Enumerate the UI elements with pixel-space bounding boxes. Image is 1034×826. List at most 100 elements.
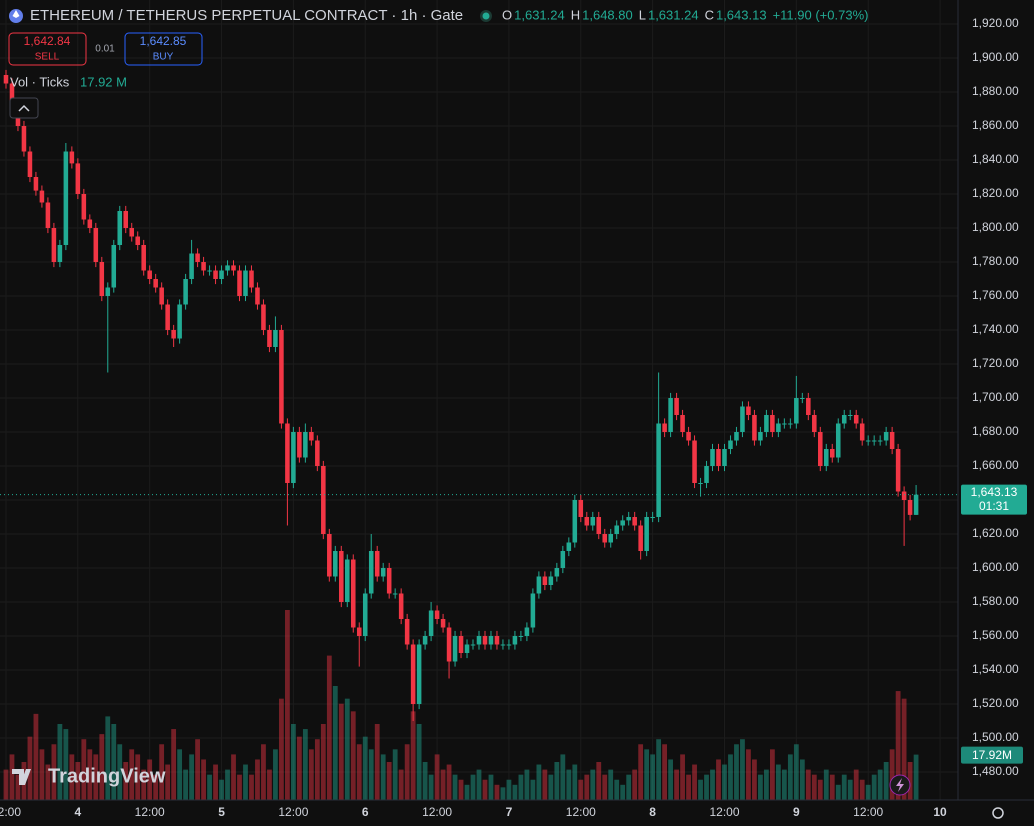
candle-body bbox=[686, 432, 691, 441]
volume-bar bbox=[752, 759, 757, 800]
volume-bar bbox=[3, 769, 9, 800]
y-tick-label: 1,600.00 bbox=[972, 560, 1019, 574]
candle-body bbox=[560, 551, 566, 569]
x-tick-label: 4 bbox=[74, 805, 81, 819]
volume-bar bbox=[39, 749, 45, 800]
candle-body bbox=[321, 466, 326, 535]
volume-bar bbox=[488, 774, 494, 800]
y-tick-label: 1,620.00 bbox=[972, 526, 1019, 540]
volume-bar bbox=[877, 769, 883, 800]
volume-bar bbox=[165, 764, 171, 800]
candle-body bbox=[656, 423, 661, 518]
candle-body bbox=[434, 610, 440, 620]
volume-bar bbox=[51, 744, 57, 800]
watermark-logo bbox=[12, 769, 31, 785]
price-pane bbox=[0, 69, 958, 722]
candle-body bbox=[764, 415, 769, 433]
candle-body bbox=[608, 534, 614, 543]
candle-body bbox=[734, 432, 739, 441]
ohlc-key: H bbox=[571, 7, 580, 22]
y-tick-label: 1,540.00 bbox=[972, 662, 1019, 676]
candle-body bbox=[758, 432, 763, 441]
volume-bar bbox=[374, 724, 380, 800]
collapse-button[interactable] bbox=[9, 97, 39, 119]
candle-body bbox=[674, 398, 679, 416]
candle-body bbox=[728, 440, 733, 450]
volume-bar bbox=[793, 744, 799, 800]
candle-body bbox=[500, 644, 506, 646]
volume-bar bbox=[446, 764, 452, 800]
volume-bar bbox=[285, 610, 290, 800]
volume-bar bbox=[566, 769, 572, 800]
buy-button[interactable] bbox=[124, 32, 203, 66]
grid bbox=[0, 0, 958, 800]
volume-bar bbox=[692, 764, 697, 800]
candle-body bbox=[829, 449, 835, 458]
volume-bar bbox=[314, 739, 320, 800]
candle-body bbox=[81, 194, 87, 220]
candle-body bbox=[704, 466, 709, 484]
volume-bar bbox=[326, 655, 332, 800]
candle-body bbox=[668, 398, 673, 433]
ohlc-legend: O 1,631.24 H 1,648.80 L 1,631.24 C 1,643.13 +11.… bbox=[502, 7, 868, 22]
candle-body bbox=[410, 644, 416, 705]
candle-body bbox=[309, 432, 314, 441]
volume-bar bbox=[632, 769, 638, 800]
volume-bar bbox=[907, 762, 913, 800]
volume-bar bbox=[674, 769, 679, 800]
candle-body bbox=[770, 415, 775, 433]
volume-bar bbox=[111, 724, 117, 800]
volume-bar bbox=[440, 769, 446, 800]
candle-body bbox=[374, 551, 380, 577]
collapse-icon bbox=[18, 104, 30, 112]
volume-bar bbox=[799, 759, 805, 800]
candle-body bbox=[452, 636, 458, 662]
symbol-title[interactable]: ETHEREUM / TETHERUS PERPETUAL CONTRACT ·… bbox=[30, 7, 463, 24]
sell-button[interactable] bbox=[8, 32, 87, 66]
volume-bar bbox=[135, 754, 141, 800]
candle-body bbox=[494, 636, 500, 645]
candle-body bbox=[865, 440, 871, 442]
y-tick-label: 1,520.00 bbox=[972, 696, 1019, 710]
volume-bar bbox=[75, 762, 81, 800]
candle-body bbox=[297, 432, 302, 458]
volume-bar bbox=[590, 769, 596, 800]
candle-body bbox=[159, 287, 164, 305]
candle-body bbox=[392, 593, 398, 595]
candle-body bbox=[27, 151, 33, 178]
volume-bar bbox=[470, 774, 476, 800]
volume-bar bbox=[758, 774, 763, 800]
volume-bar bbox=[895, 691, 901, 800]
ohlc-key: O bbox=[502, 7, 512, 22]
volume-bar bbox=[859, 779, 865, 800]
volume-bar bbox=[237, 774, 242, 800]
volume-bar bbox=[273, 749, 278, 800]
y-tick-label: 1,780.00 bbox=[972, 254, 1019, 268]
volume-bar bbox=[548, 774, 554, 800]
volume-bar bbox=[572, 764, 578, 800]
x-tick-label: 12:00 bbox=[0, 805, 21, 819]
candle-body bbox=[39, 190, 45, 203]
candle-body bbox=[51, 228, 57, 263]
candle-body bbox=[171, 330, 176, 339]
settings-icon[interactable] bbox=[992, 807, 1004, 819]
candle-body bbox=[285, 423, 290, 484]
candle-body bbox=[584, 517, 590, 526]
volume-bar bbox=[847, 779, 853, 800]
volume-bar bbox=[368, 749, 374, 800]
candle-body bbox=[782, 423, 787, 425]
candle-body bbox=[554, 568, 560, 577]
volume-bar bbox=[332, 686, 338, 800]
volume-bar bbox=[81, 739, 87, 800]
volume-bar bbox=[362, 736, 368, 800]
candle-body bbox=[291, 432, 296, 484]
volume-bar bbox=[57, 724, 63, 800]
volume-bar bbox=[123, 762, 129, 800]
volume-bar bbox=[823, 769, 829, 800]
y-tick-label: 1,840.00 bbox=[972, 152, 1019, 166]
volume-bar bbox=[638, 744, 644, 800]
axes: 1,480.00 1,500.00 1,520.00 1,540.00 1,560.00… bbox=[0, 16, 1027, 819]
volume-bar bbox=[769, 749, 775, 800]
x-tick-label: 6 bbox=[362, 805, 369, 819]
volume-bar bbox=[213, 764, 218, 800]
